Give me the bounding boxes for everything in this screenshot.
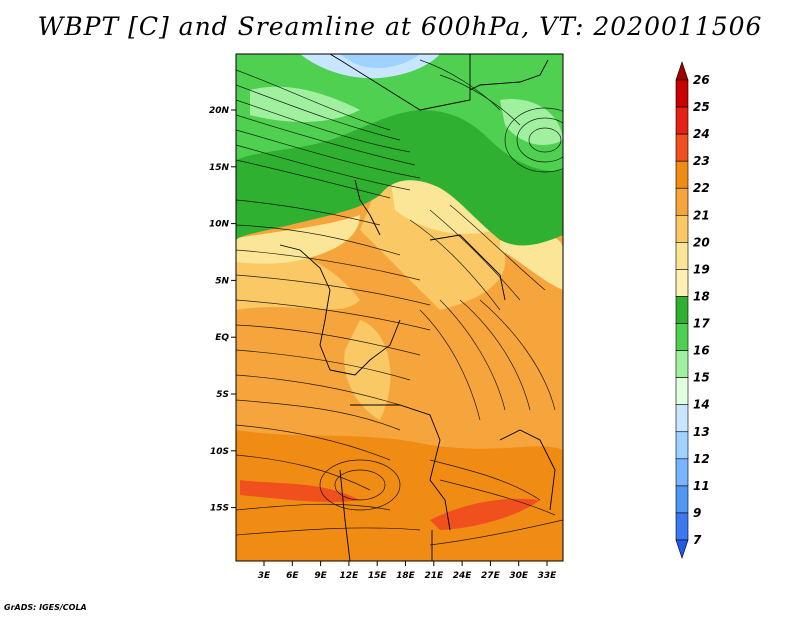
lon-label: 12E (340, 571, 360, 581)
lon-label: 27E (481, 571, 501, 581)
credit-text: GrADS: IGES/COLA (4, 603, 87, 612)
map-frame (235, 53, 564, 562)
colorbar-label: 12 (693, 452, 710, 466)
streamlines (236, 59, 563, 546)
map-title: WBPT [C] and Sreamline at 600hPa, VT: 20… (37, 12, 763, 41)
colorbar-segment (675, 296, 689, 324)
colorbar-label: 26 (693, 73, 710, 87)
colorbar-segment (675, 269, 689, 297)
colorbar-top-arrow (675, 61, 689, 81)
lat-label: 15S (210, 504, 229, 514)
lon-label: 15E (368, 571, 388, 581)
colorbar-segment (675, 512, 689, 541)
longitude-axis: 3E 6E 9E 12E 15E 18E 21E 24E 27E 30E 33E (258, 561, 557, 581)
colorbar-segment (675, 160, 689, 189)
colorbar-segment (675, 485, 689, 514)
colorbar-label: 16 (693, 344, 710, 358)
colorbar-label: 19 (693, 262, 710, 276)
colorbar-segment (675, 242, 689, 270)
lat-label: 5N (215, 276, 229, 286)
colorbar-label: 15 (693, 371, 710, 385)
colorbar-segment (675, 79, 689, 108)
lon-label: 21E (424, 571, 444, 581)
colorbar-label: 13 (693, 425, 710, 439)
lat-label: EQ (215, 333, 229, 343)
lon-label: 18E (396, 571, 416, 581)
lon-label: 33E (538, 571, 558, 581)
colorbar-segment (675, 187, 689, 216)
colorbar-segment (675, 323, 689, 351)
colorbar-segment (675, 133, 689, 162)
lat-label: 15N (209, 163, 230, 173)
colorbar-segment (675, 404, 689, 433)
lon-label: 9E (314, 571, 327, 581)
colorbar-segment (675, 106, 689, 135)
colorbar-segment (675, 214, 689, 243)
lat-label: 20N (209, 106, 230, 116)
colorbar-label: 14 (693, 398, 710, 412)
country-borders (279, 54, 556, 561)
colorbar-label: 11 (693, 479, 710, 493)
colorbar-segment (675, 377, 689, 406)
lon-label: 3E (258, 571, 271, 581)
colorbar-label: 21 (693, 208, 710, 222)
colorbar-label: 24 (693, 127, 710, 141)
colorbar-label: 18 (693, 289, 710, 303)
colorbar-label: 20 (693, 235, 710, 249)
colorbar: 26 25 24 23 22 21 20 19 18 17 16 15 14 13 12 11 9 7 (675, 61, 710, 559)
colorbar-label: 25 (693, 100, 710, 114)
colorbar-label: 17 (693, 317, 710, 331)
colorbar-label: 7 (693, 533, 702, 547)
lat-label: 10N (209, 220, 230, 230)
lat-label: 5S (216, 390, 229, 400)
colorbar-label: 23 (693, 154, 710, 168)
colorbar-segment (675, 350, 689, 378)
colorbar-segment (675, 431, 689, 460)
colorbar-label: 9 (693, 506, 701, 520)
colorbar-segment (675, 458, 689, 487)
lat-label: 10S (210, 447, 229, 457)
lon-label: 6E (286, 571, 299, 581)
colorbar-label: 22 (693, 181, 710, 195)
colorbar-bottom-arrow (675, 539, 689, 559)
latitude-axis: 20N 15N 10N 5N EQ 5S 10S 15S (209, 106, 236, 514)
lon-label: 24E (453, 571, 473, 581)
lon-label: 30E (509, 571, 529, 581)
